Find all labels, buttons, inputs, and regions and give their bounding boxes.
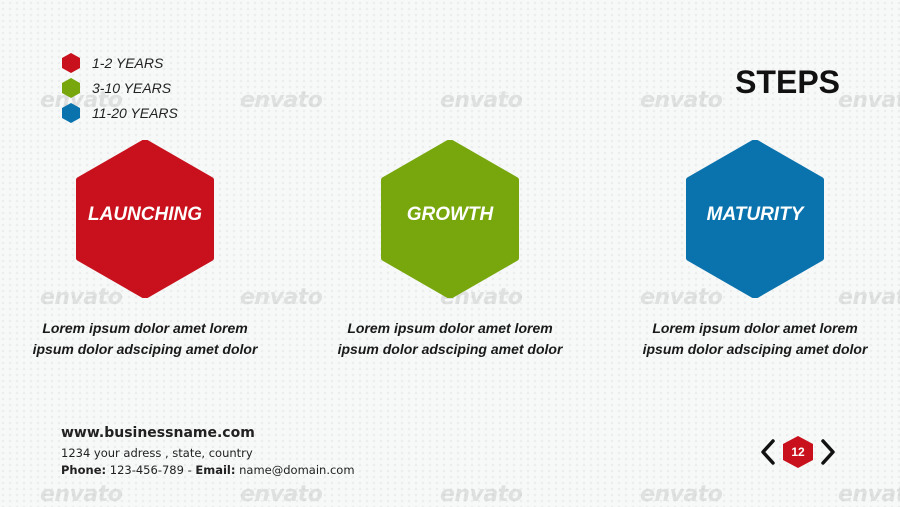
watermark-text: envato [640,482,723,507]
step-description-line: Lorem ipsum dolor amet lorem [652,320,858,336]
chevron-left-icon[interactable] [760,439,776,465]
step-label: GROWTH [406,204,494,225]
legend-label: 11-20 YEARS [92,104,178,121]
watermark-text: envato [838,88,900,113]
contact-line: Phone: 123-456-789 - Email: name@domain.… [61,462,355,479]
phone-label: Phone: [61,463,107,477]
page-title: STEPS [735,64,840,100]
footer-contact: www.businessname.com 1234 your adress , … [61,425,355,479]
website-link[interactable]: www.businessname.com [61,425,255,441]
step-description: Lorem ipsum dolor amet lorem ipsum dolor… [15,318,275,360]
page-number-badge: 12 [783,436,813,468]
step-description: Lorem ipsum dolor amet lorem ipsum dolor… [320,318,580,360]
email-label: Email: [195,463,236,477]
contact-separator: - [187,463,192,477]
watermark-text: envato [440,482,523,507]
step-launching: LAUNCHING Lorem ipsum dolor amet lorem i… [15,140,275,360]
email-value[interactable]: name@domain.com [239,463,355,477]
step-maturity: MATURITY Lorem ipsum dolor amet lorem ip… [625,140,885,360]
step-hexagon: GROWTH [380,140,520,298]
page-number: 12 [791,445,805,459]
hexagon-shape [381,140,519,298]
hexagon-icon [783,436,813,468]
hexagon-icon [62,52,80,73]
watermark-text: envato [640,88,723,113]
address-text: 1234 your adress , state, country [61,446,253,460]
hexagon-icon [62,77,80,98]
hexagon-shape [76,140,214,298]
step-hexagon: MATURITY [685,140,825,298]
step-label: MATURITY [706,204,804,225]
legend-item: 3-10 YEARS [62,75,178,100]
legend-item: 1-2 YEARS [62,50,178,75]
watermark-text: envato [240,482,323,507]
legend-label: 3-10 YEARS [92,79,172,96]
pagination: 12 [760,436,836,468]
watermark-text: envato [838,482,900,507]
step-hexagon: LAUNCHING [75,140,215,298]
phone-value: 123-456-789 [109,463,184,477]
step-label: LAUNCHING [88,204,202,225]
step-description-line: ipsum dolor adsciping amet dolor [32,341,258,357]
hexagon-icon [62,102,80,123]
step-description-line: ipsum dolor adsciping amet dolor [337,341,563,357]
chevron-right-icon[interactable] [820,439,836,465]
legend-item: 11-20 YEARS [62,100,178,125]
hexagon-shape [686,140,824,298]
watermark-text: envato [440,88,523,113]
legend: 1-2 YEARS 3-10 YEARS 11-20 YEARS [62,50,178,125]
step-description-line: ipsum dolor adsciping amet dolor [642,341,868,357]
watermark-text: envato [40,482,123,507]
step-description-line: Lorem ipsum dolor amet lorem [42,320,248,336]
step-growth: GROWTH Lorem ipsum dolor amet lorem ipsu… [320,140,580,360]
step-description: Lorem ipsum dolor amet lorem ipsum dolor… [625,318,885,360]
step-description-line: Lorem ipsum dolor amet lorem [347,320,553,336]
watermark-text: envato [240,88,323,113]
legend-label: 1-2 YEARS [92,54,164,71]
